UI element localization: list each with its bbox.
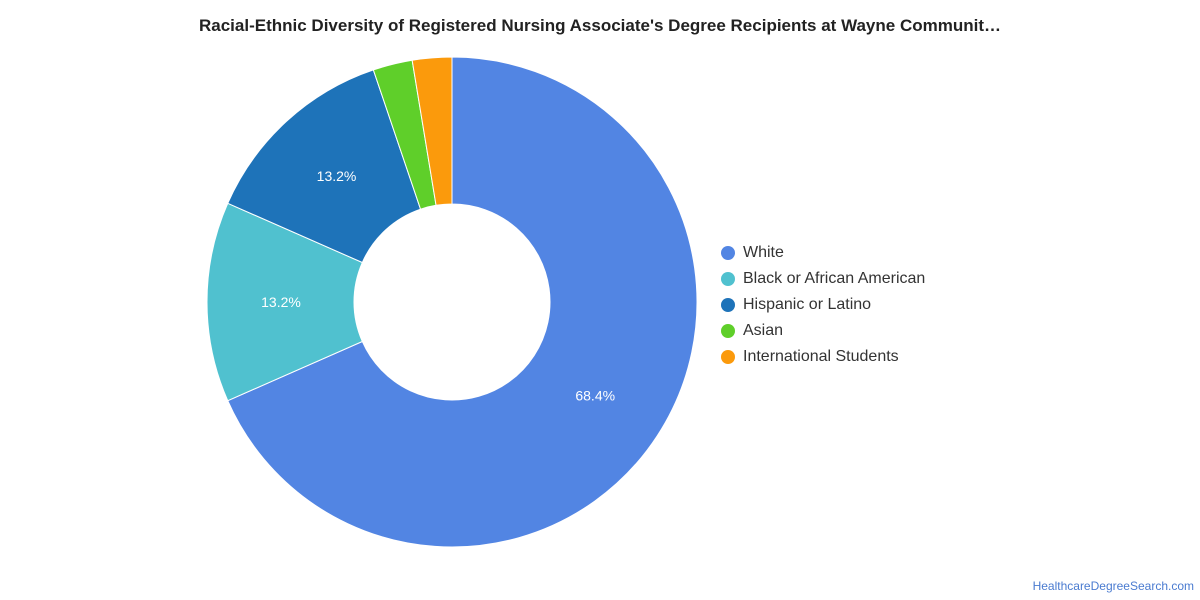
legend-swatch-0 — [721, 246, 735, 260]
donut-slice-4[interactable] — [411, 56, 453, 206]
legend: White Black or African American Hispanic o… — [721, 240, 925, 370]
donut-slice-0[interactable] — [227, 56, 698, 548]
chart-title: Racial-Ethnic Diversity of Registered Nu… — [199, 16, 1001, 35]
watermark[interactable]: HealthcareDegreeSearch.com — [1032, 579, 1194, 593]
slice-data-label-0: 68.4% — [575, 387, 615, 403]
slice-data-label-2: 13.2% — [317, 168, 357, 184]
legend-label-2: Hispanic or Latino — [743, 296, 872, 313]
legend-item-3[interactable]: Asian — [721, 318, 925, 344]
legend-label-1: Black or African American — [743, 270, 926, 287]
legend-label-3: Asian — [743, 322, 784, 339]
donut-slice-1[interactable] — [206, 202, 363, 402]
legend-item-1[interactable]: Black or African American — [721, 266, 925, 292]
legend-label-4: International Students — [743, 348, 899, 365]
legend-swatch-4 — [721, 350, 735, 364]
legend-swatch-2 — [721, 298, 735, 312]
legend-item-2[interactable]: Hispanic or Latino — [721, 292, 925, 318]
legend-item-0[interactable]: White — [721, 240, 925, 266]
slice-data-label-1: 13.2% — [261, 294, 301, 310]
legend-item-4[interactable]: International Students — [721, 344, 925, 370]
donut-slice-2[interactable] — [227, 69, 422, 264]
legend-label-0: White — [743, 244, 784, 261]
legend-swatch-1 — [721, 272, 735, 286]
legend-swatch-3 — [721, 324, 735, 338]
